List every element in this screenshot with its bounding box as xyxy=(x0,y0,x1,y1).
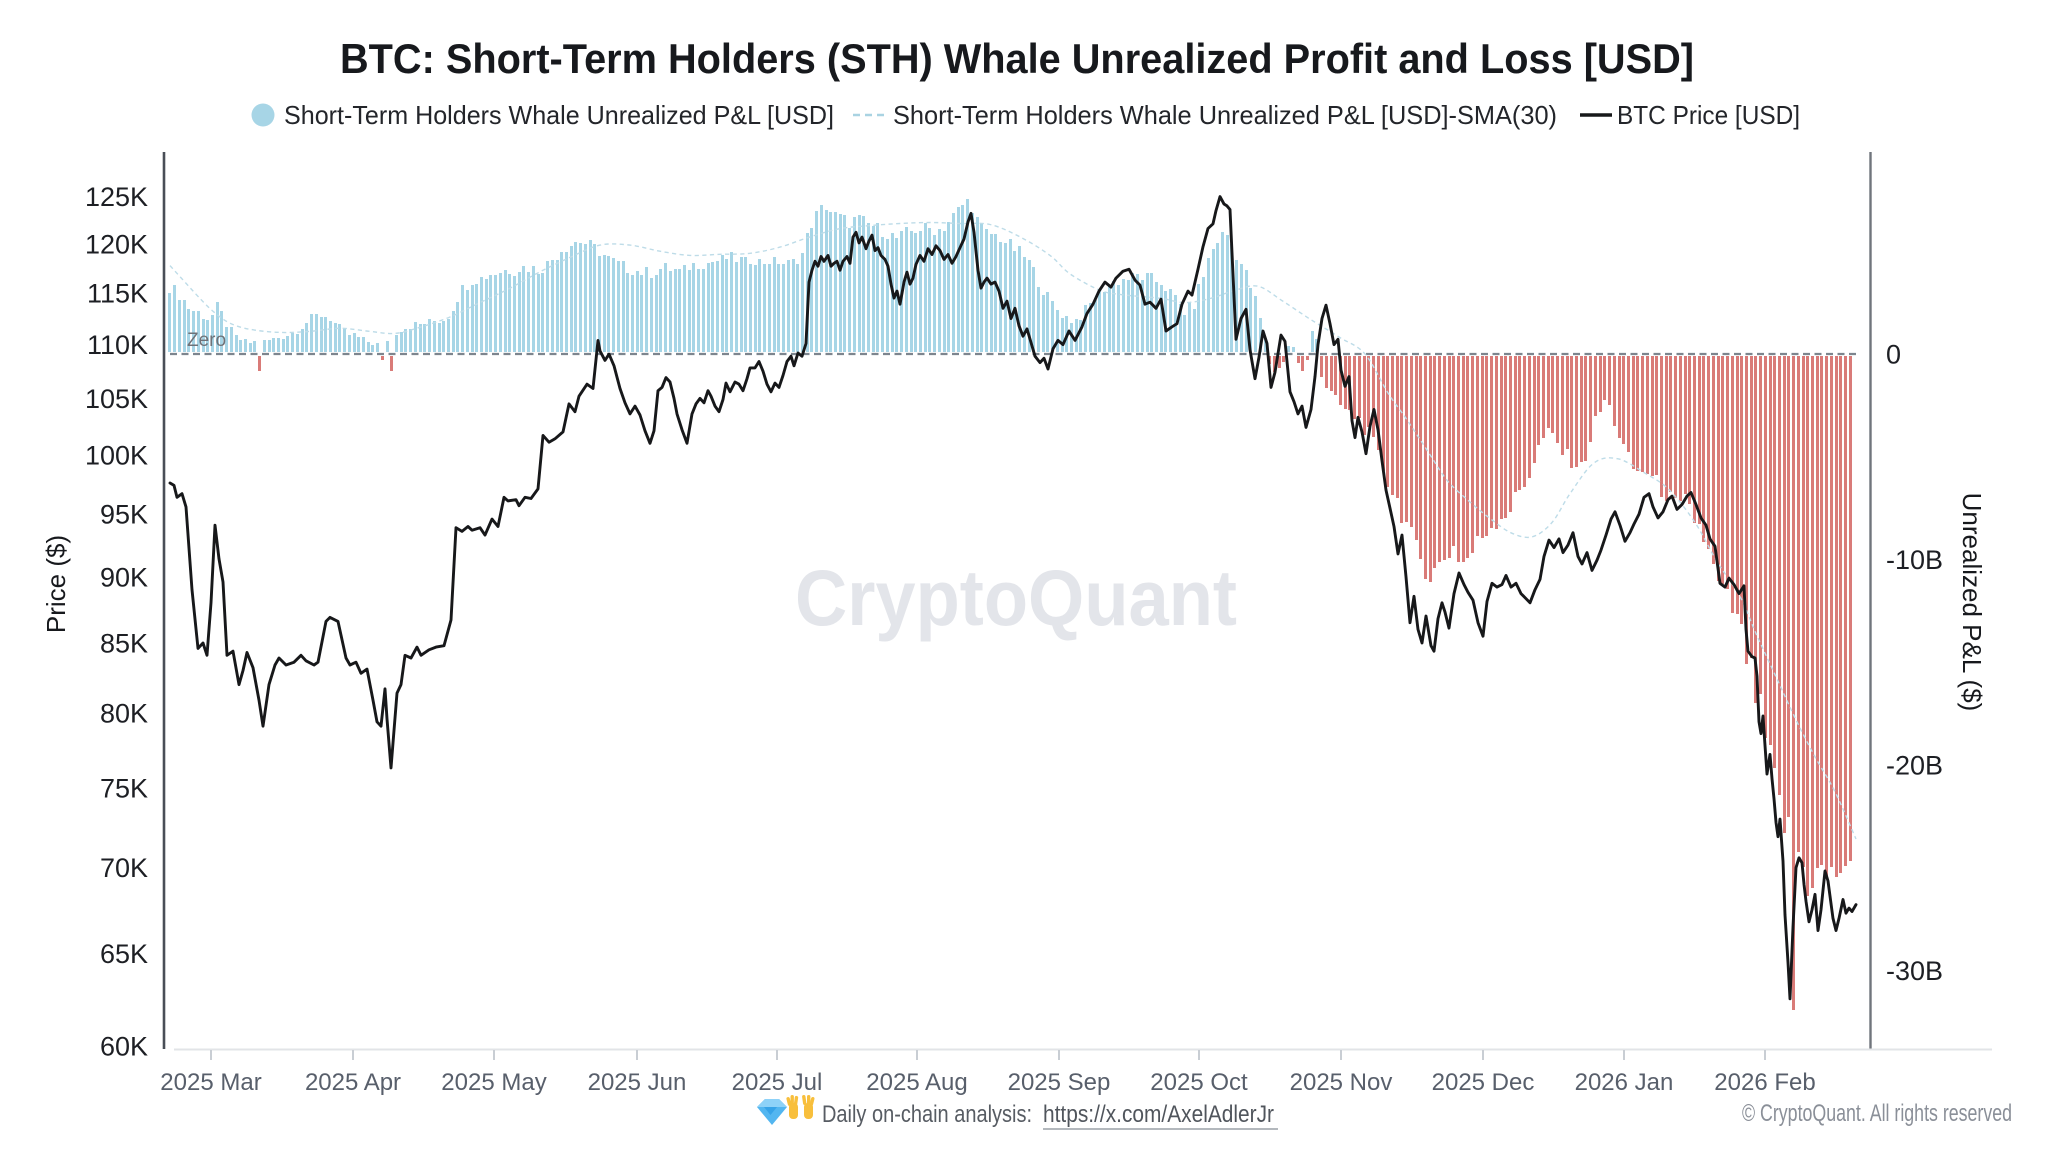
svg-text:2025 Oct: 2025 Oct xyxy=(1150,1069,1248,1096)
svg-text:Daily on-chain analysis:: Daily on-chain analysis: xyxy=(822,1101,1032,1128)
svg-text:2025 May: 2025 May xyxy=(441,1069,546,1096)
svg-text:2025 Dec: 2025 Dec xyxy=(1432,1069,1535,1096)
svg-text:© CryptoQuant. All rights rese: © CryptoQuant. All rights reserved xyxy=(1742,1100,2012,1127)
svg-text:70K: 70K xyxy=(100,853,148,883)
svg-text:2025 Mar: 2025 Mar xyxy=(160,1069,261,1096)
svg-text:95K: 95K xyxy=(100,500,148,530)
svg-text:CryptoQuant: CryptoQuant xyxy=(795,553,1237,642)
svg-text:120K: 120K xyxy=(85,229,148,259)
svg-text:Price ($): Price ($) xyxy=(41,535,71,633)
svg-text:60K: 60K xyxy=(100,1032,148,1062)
svg-text:2025 Sep: 2025 Sep xyxy=(1008,1069,1111,1096)
svg-text:2025 Apr: 2025 Apr xyxy=(305,1069,401,1096)
svg-text:BTC: Short-Term Holders (STH): BTC: Short-Term Holders (STH) Whale Unre… xyxy=(340,35,1694,82)
svg-text:110K: 110K xyxy=(87,330,148,360)
svg-text:2026 Jan: 2026 Jan xyxy=(1575,1069,1674,1096)
svg-text:2026 Feb: 2026 Feb xyxy=(1714,1069,1815,1096)
svg-text:115K: 115K xyxy=(87,279,148,309)
svg-text:85K: 85K xyxy=(100,629,148,659)
svg-text:Short-Term Holders Whale Unrea: Short-Term Holders Whale Unrealized P&L … xyxy=(893,100,1557,130)
svg-text:2025 Jun: 2025 Jun xyxy=(588,1069,687,1096)
svg-text:75K: 75K xyxy=(100,773,148,803)
svg-text:Unrealized P&L ($): Unrealized P&L ($) xyxy=(1957,493,1987,712)
svg-text:-10B: -10B xyxy=(1886,545,1943,575)
svg-text:2025 Nov: 2025 Nov xyxy=(1290,1069,1393,1096)
svg-text:100K: 100K xyxy=(85,440,148,470)
svg-text:-30B: -30B xyxy=(1886,956,1943,986)
svg-text:BTC Price [USD]: BTC Price [USD] xyxy=(1617,100,1800,130)
svg-text:90K: 90K xyxy=(100,562,148,592)
svg-text:Zero: Zero xyxy=(187,330,226,351)
svg-text:65K: 65K xyxy=(100,939,148,969)
svg-text:2025 Aug: 2025 Aug xyxy=(866,1069,967,1096)
svg-text:https://x.com/AxelAdlerJr: https://x.com/AxelAdlerJr xyxy=(1043,1101,1274,1128)
svg-text:125K: 125K xyxy=(85,182,148,212)
svg-text:80K: 80K xyxy=(100,699,148,729)
svg-text:-20B: -20B xyxy=(1886,751,1943,781)
svg-text:Short-Term Holders Whale Unrea: Short-Term Holders Whale Unrealized P&L … xyxy=(284,100,834,130)
svg-text:105K: 105K xyxy=(85,384,148,414)
svg-text:2025 Jul: 2025 Jul xyxy=(732,1069,823,1096)
svg-text:0: 0 xyxy=(1886,340,1901,370)
